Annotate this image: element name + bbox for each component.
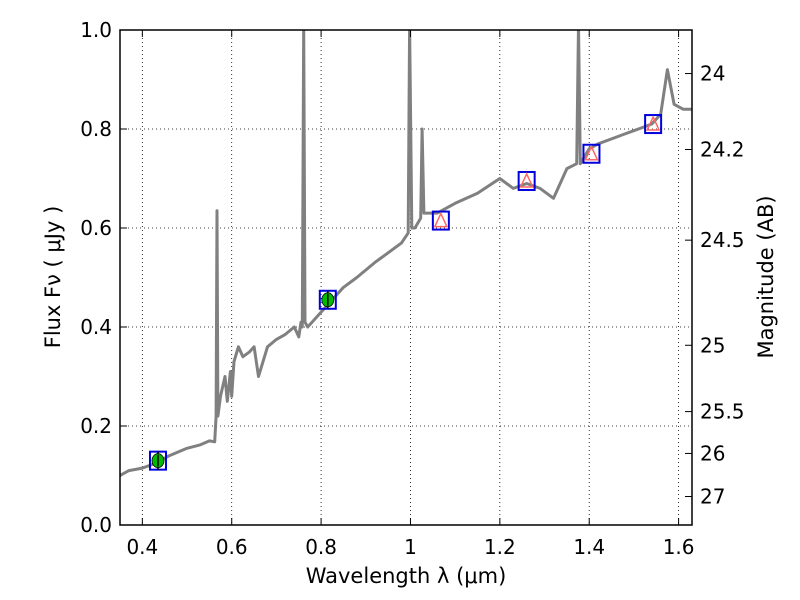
axis-ticks — [120, 29, 692, 526]
spectrum-line — [120, 30, 692, 477]
photometry-points — [148, 114, 663, 471]
upper-limit-marker — [584, 144, 599, 161]
x-tick-label: 0.6 — [216, 535, 248, 559]
x-tick-label: 1.6 — [663, 535, 695, 559]
x-tick-label: 0.4 — [126, 535, 158, 559]
upper-limit-marker — [433, 211, 449, 228]
y-tick-label: 0.8 — [80, 117, 112, 141]
model-flux-box — [431, 210, 450, 231]
plot-area — [120, 30, 692, 477]
plot-frame — [119, 29, 693, 526]
y-axis-title: Flux Fν ( μJy ) — [41, 206, 65, 349]
y-tick-labels: 0.0 0.2 0.4 0.6 0.8 1.0 — [80, 18, 112, 537]
y-tick-label: 0.0 — [80, 513, 112, 537]
grid-lines — [120, 29, 692, 526]
y-tick-label: 0.6 — [80, 216, 112, 240]
model-flux-box — [517, 170, 536, 191]
magnitude-tick-label: 24 — [700, 62, 725, 86]
magnitude-tick-label: 25.5 — [700, 400, 745, 424]
upper-limit-marker — [645, 115, 661, 131]
y-tick-label: 0.4 — [80, 315, 112, 339]
x-tick-label: 0.8 — [305, 535, 337, 559]
y2-axis-title: Magnitude (AB) — [754, 195, 778, 358]
x-tick-labels: 0.4 0.6 0.8 1 1.2 1.4 1.6 — [126, 535, 694, 559]
magnitude-tick-label: 26 — [700, 441, 725, 465]
x-tick-label: 1.4 — [573, 535, 605, 559]
model-flux-box — [582, 143, 601, 164]
upper-limit-marker — [519, 172, 534, 188]
magnitude-tick-label: 24.5 — [700, 228, 745, 252]
x-axis-title: Wavelength λ (μm) — [306, 564, 507, 588]
magnitude-tick-label: 27 — [700, 485, 725, 509]
y-tick-label: 1.0 — [80, 18, 112, 42]
magnitude-tick-labels: 24 24.2 24.5 25 25.5 26 27 — [700, 62, 745, 509]
x-tick-label: 1 — [404, 535, 417, 559]
model-flux-box — [644, 114, 663, 135]
magnitude-tick-label: 24.2 — [700, 138, 745, 162]
x-tick-label: 1.2 — [484, 535, 516, 559]
magnitude-tick-label: 25 — [700, 333, 725, 357]
y-tick-label: 0.2 — [80, 414, 112, 438]
